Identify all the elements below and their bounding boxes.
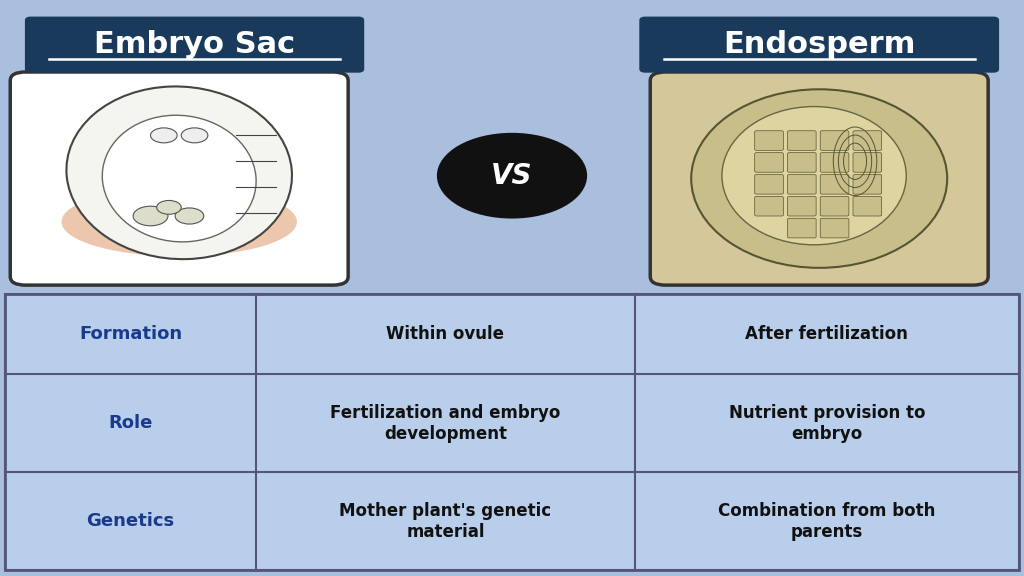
Circle shape bbox=[175, 208, 204, 224]
Text: Endosperm: Endosperm bbox=[723, 30, 915, 59]
Text: Nutrient provision to
embryo: Nutrient provision to embryo bbox=[729, 404, 925, 443]
Ellipse shape bbox=[61, 187, 297, 256]
FancyBboxPatch shape bbox=[755, 196, 783, 216]
FancyBboxPatch shape bbox=[787, 196, 816, 216]
FancyBboxPatch shape bbox=[787, 175, 816, 194]
FancyBboxPatch shape bbox=[787, 131, 816, 150]
Circle shape bbox=[438, 134, 586, 217]
Ellipse shape bbox=[102, 115, 256, 242]
Text: Formation: Formation bbox=[79, 325, 182, 343]
FancyBboxPatch shape bbox=[853, 175, 882, 194]
Text: Combination from both
parents: Combination from both parents bbox=[718, 502, 936, 541]
FancyBboxPatch shape bbox=[755, 131, 783, 150]
FancyBboxPatch shape bbox=[853, 153, 882, 172]
FancyBboxPatch shape bbox=[640, 17, 998, 72]
Ellipse shape bbox=[722, 107, 906, 245]
FancyBboxPatch shape bbox=[853, 131, 882, 150]
Circle shape bbox=[181, 128, 208, 143]
Circle shape bbox=[151, 128, 177, 143]
Text: Genetics: Genetics bbox=[86, 512, 175, 530]
Circle shape bbox=[133, 206, 168, 226]
Text: Embryo Sac: Embryo Sac bbox=[94, 30, 295, 59]
Circle shape bbox=[157, 200, 181, 214]
Text: Mother plant's genetic
material: Mother plant's genetic material bbox=[339, 502, 552, 541]
FancyBboxPatch shape bbox=[650, 72, 988, 285]
FancyBboxPatch shape bbox=[820, 131, 849, 150]
FancyBboxPatch shape bbox=[10, 72, 348, 285]
FancyBboxPatch shape bbox=[755, 153, 783, 172]
FancyBboxPatch shape bbox=[820, 196, 849, 216]
Ellipse shape bbox=[67, 86, 292, 259]
FancyBboxPatch shape bbox=[787, 153, 816, 172]
Text: Fertilization and embryo
development: Fertilization and embryo development bbox=[331, 404, 560, 443]
Text: Within ovule: Within ovule bbox=[386, 325, 505, 343]
FancyBboxPatch shape bbox=[26, 17, 364, 72]
FancyBboxPatch shape bbox=[820, 218, 849, 238]
FancyBboxPatch shape bbox=[787, 218, 816, 238]
FancyBboxPatch shape bbox=[820, 175, 849, 194]
FancyBboxPatch shape bbox=[755, 175, 783, 194]
FancyBboxPatch shape bbox=[820, 153, 849, 172]
Text: Role: Role bbox=[109, 414, 153, 433]
Ellipse shape bbox=[691, 89, 947, 268]
Text: VS: VS bbox=[492, 162, 532, 190]
Text: After fertilization: After fertilization bbox=[745, 325, 908, 343]
FancyBboxPatch shape bbox=[5, 294, 1019, 570]
FancyBboxPatch shape bbox=[853, 196, 882, 216]
